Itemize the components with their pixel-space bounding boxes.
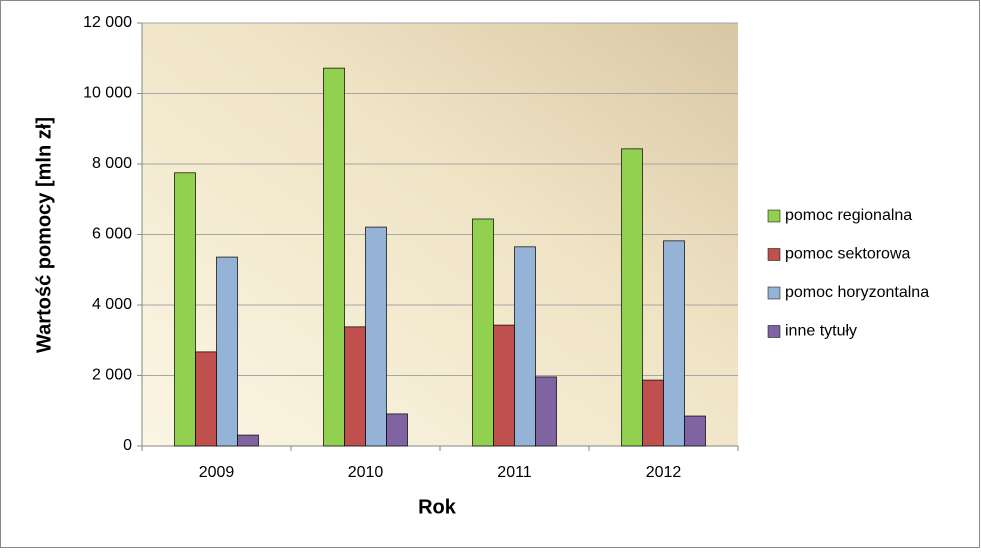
y-tick-label: 12 000: [83, 14, 132, 31]
bar: [514, 246, 536, 447]
bar: [174, 172, 196, 447]
x-tick-label: 2012: [646, 464, 682, 481]
legend-swatch: [767, 286, 781, 300]
bar: [663, 240, 685, 447]
x-tick-label: 2009: [199, 464, 235, 481]
bar: [195, 351, 217, 447]
bar: [493, 324, 515, 447]
bar: [642, 379, 664, 447]
legend-swatch: [767, 325, 781, 338]
x-tick-label: 2011: [497, 464, 532, 481]
bar: [386, 413, 408, 447]
bar: [472, 218, 494, 447]
y-tick-label: 8 000: [92, 155, 132, 172]
y-axis-title: Wartość pomocy [mln zł]: [33, 117, 55, 353]
legend-swatch: [767, 248, 781, 261]
bar: [684, 415, 706, 447]
legend-label: pomoc horyzontalna: [785, 284, 929, 301]
legend-label: pomoc regionalna: [785, 207, 912, 224]
y-tick-label: 6 000: [92, 226, 132, 243]
bar: [237, 434, 259, 447]
bar: [365, 226, 387, 447]
legend-label: inne tytuły: [785, 323, 857, 340]
bar: [621, 148, 643, 447]
bar: [344, 326, 366, 447]
x-axis-title: Rok: [418, 496, 457, 518]
y-tick-label: 2 000: [92, 367, 132, 384]
y-tick-label: 0: [123, 437, 132, 454]
bar: [216, 256, 238, 447]
y-tick-label: 4 000: [92, 296, 132, 313]
y-tick-label: 10 000: [83, 85, 132, 102]
bar: [535, 376, 557, 447]
bar: [323, 67, 345, 447]
legend-swatch: [767, 209, 781, 223]
legend-label: pomoc sektorowa: [785, 246, 910, 263]
x-tick-label: 2010: [348, 464, 384, 481]
